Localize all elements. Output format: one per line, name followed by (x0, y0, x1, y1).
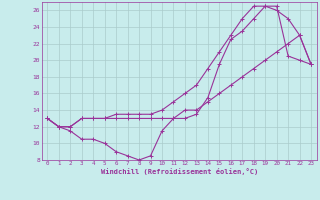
X-axis label: Windchill (Refroidissement éolien,°C): Windchill (Refroidissement éolien,°C) (100, 168, 258, 175)
